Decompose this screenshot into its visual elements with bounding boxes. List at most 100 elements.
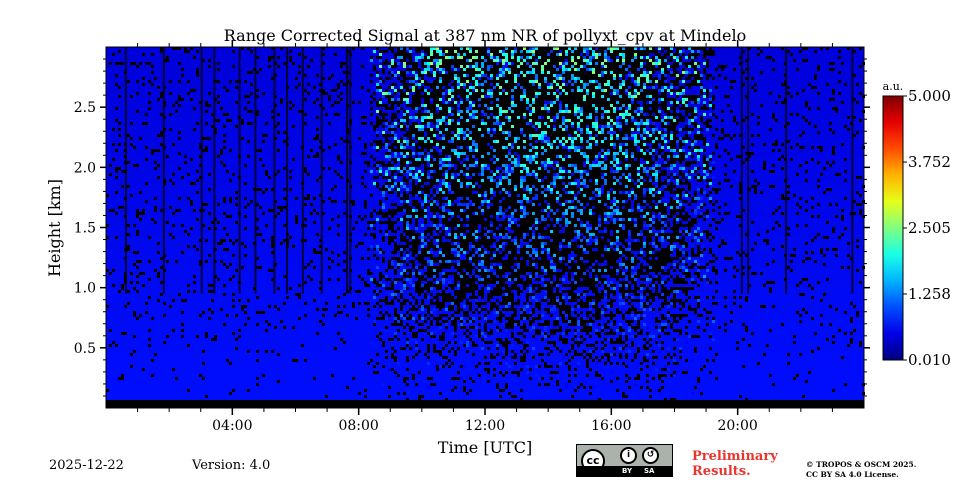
noise-pixel	[487, 146, 490, 149]
noise-pixel	[421, 134, 424, 137]
noise-pixel	[439, 239, 442, 242]
noise-pixel	[496, 299, 499, 302]
noise-pixel	[196, 68, 199, 71]
noise-pixel	[526, 107, 529, 110]
noise-pixel	[367, 257, 370, 260]
noise-pixel	[526, 128, 529, 131]
noise-pixel	[514, 275, 517, 278]
noise-pixel	[481, 209, 484, 212]
noise-pixel	[487, 359, 490, 362]
noise-pixel	[502, 224, 505, 227]
noise-pixel	[433, 200, 436, 203]
noise-pixel	[415, 245, 418, 248]
noise-pixel	[400, 101, 403, 104]
noise-pixel	[511, 125, 514, 128]
noise-pixel	[514, 83, 517, 86]
noise-pixel	[484, 251, 487, 254]
noise-pixel	[457, 176, 460, 179]
noise-pixel	[445, 65, 448, 68]
noise-pixel	[178, 152, 181, 155]
noise-pixel	[415, 104, 418, 107]
noise-pixel	[478, 56, 481, 59]
noise-pixel	[484, 275, 487, 278]
noise-pixel	[370, 155, 373, 158]
noise-pixel	[394, 56, 397, 59]
noise-pixel	[400, 206, 403, 209]
noise-pixel	[463, 170, 466, 173]
noise-pixel	[520, 71, 523, 74]
noise-pixel	[316, 308, 319, 311]
noise-pixel	[484, 53, 487, 56]
noise-pixel	[472, 287, 475, 290]
noise-pixel	[187, 92, 190, 95]
noise-pixel	[361, 242, 364, 245]
noise-pixel	[382, 92, 385, 95]
noise-pixel	[439, 122, 442, 125]
noise-pixel	[517, 95, 520, 98]
noise-pixel	[424, 380, 427, 383]
noise-pixel	[418, 143, 421, 146]
noise-pixel	[391, 155, 394, 158]
noise-pixel	[460, 164, 463, 167]
noise-pixel	[406, 245, 409, 248]
noise-pixel	[517, 68, 520, 71]
noise-pixel	[373, 50, 376, 53]
noise-pixel	[511, 86, 514, 89]
noise-pixel	[505, 194, 508, 197]
noise-pixel	[454, 212, 457, 215]
noise-pixel	[460, 254, 463, 257]
noise-pixel	[433, 95, 436, 98]
noise-pixel	[109, 344, 112, 347]
noise-pixel	[481, 287, 484, 290]
noise-pixel	[523, 47, 526, 50]
noise-pixel	[424, 293, 427, 296]
noise-pixel	[439, 80, 442, 83]
noise-pixel	[136, 209, 139, 212]
noise-pixel	[457, 56, 460, 59]
noise-pixel	[478, 290, 481, 293]
noise-pixel	[364, 215, 367, 218]
noise-pixel	[499, 68, 502, 71]
noise-pixel	[415, 86, 418, 89]
noise-pixel	[481, 104, 484, 107]
noise-pixel	[427, 113, 430, 116]
noise-pixel	[271, 245, 274, 248]
noise-pixel	[445, 254, 448, 257]
noise-pixel	[310, 203, 313, 206]
noise-pixel	[466, 212, 469, 215]
noise-pixel	[478, 302, 481, 305]
noise-pixel	[361, 182, 364, 185]
noise-pixel	[445, 176, 448, 179]
noise-pixel	[496, 170, 499, 173]
noise-pixel	[418, 113, 421, 116]
noise-pixel	[526, 236, 529, 239]
noise-pixel	[517, 341, 520, 344]
noise-pixel	[502, 113, 505, 116]
noise-pixel	[421, 239, 424, 242]
noise-pixel	[376, 131, 379, 134]
noise-pixel	[457, 284, 460, 287]
noise-pixel	[451, 299, 454, 302]
noise-pixel	[481, 152, 484, 155]
noise-pixel	[487, 143, 490, 146]
noise-pixel	[466, 224, 469, 227]
noise-pixel	[418, 395, 421, 398]
noise-pixel	[445, 308, 448, 311]
noise-pixel	[520, 194, 523, 197]
noise-pixel	[484, 224, 487, 227]
noise-pixel	[418, 314, 421, 317]
noise-pixel	[520, 68, 523, 71]
noise-pixel	[283, 131, 286, 134]
noise-pixel	[157, 134, 160, 137]
noise-pixel	[451, 110, 454, 113]
noise-pixel	[496, 140, 499, 143]
noise-pixel	[394, 83, 397, 86]
noise-pixel	[478, 161, 481, 164]
noise-pixel	[520, 200, 523, 203]
noise-pixel	[523, 344, 526, 347]
noise-pixel	[244, 323, 247, 326]
noise-pixel	[133, 287, 136, 290]
noise-pixel	[493, 191, 496, 194]
noise-pixel	[448, 125, 451, 128]
noise-pixel	[328, 266, 331, 269]
